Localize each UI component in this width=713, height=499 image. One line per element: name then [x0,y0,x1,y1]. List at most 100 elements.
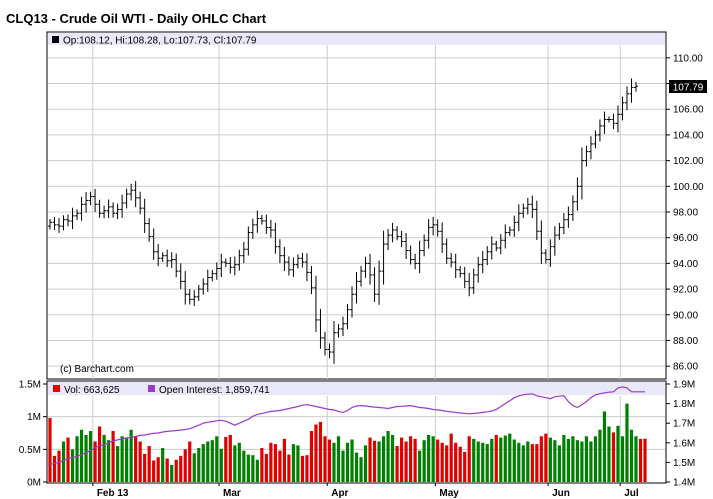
volume-bar [390,434,395,482]
ohlc-bar [507,226,512,237]
ohlc-bar [521,203,526,218]
volume-bar [409,436,413,482]
ohlc-bar [615,105,620,133]
ohlc-bar [300,252,305,268]
volume-bar [52,455,57,482]
ohlc-bar [570,195,575,221]
x-tick-label: Jul [624,488,639,499]
volume-bar [332,442,336,482]
volume-bar [562,434,566,482]
volume-bar [372,440,377,482]
ohlc-bar [431,216,436,236]
ohlc-bar [503,224,508,249]
volume-bar [88,431,93,482]
volume-bar [472,438,476,482]
ohlc-bar [530,195,535,219]
ohlc-bar [201,278,206,295]
volume-bar [458,446,462,482]
price-tick-label: 102.00 [673,156,704,167]
volume-bar [228,434,232,482]
price-tick-label: 104.00 [673,130,704,141]
volume-bar [476,441,480,482]
volume-bar [508,433,512,482]
volume-bar [192,453,196,482]
volume-bar [517,442,521,482]
volume-bar [359,457,363,482]
ohlc-bar [66,214,71,227]
volume-bar [318,421,323,482]
volume-bar [598,429,602,482]
ohlc-bar [228,257,233,274]
ohlc-bar [70,207,75,230]
ohlc-bar [485,246,490,266]
volume-bar [571,436,575,482]
ohlc-bar [458,265,463,278]
volume-legend-label: Vol: 663,625 [64,385,120,396]
ohlc-bar [602,111,607,134]
volume-bar [97,426,102,482]
ohlc-bar [390,222,395,243]
ohlc-bar [192,290,197,306]
volume-bar [305,455,309,482]
volume-bar [602,411,607,482]
volume-bar [179,455,183,482]
volume-bar [111,431,115,482]
price-tick-label: 98.00 [673,208,698,219]
volume-bar [616,425,620,482]
ohlc-bar [372,267,377,302]
open-interest-tick-label: 1.7M [673,419,695,430]
volume-bar [165,458,169,482]
volume-bar [125,437,129,482]
ohlc-bar [268,219,273,238]
ohlc-bar [102,205,107,219]
volume-bar [188,441,192,482]
ohlc-bar [322,331,327,356]
open-interest-line [49,386,645,465]
ohlc-bar [494,240,499,252]
ohlc-bar [156,243,161,267]
price-axis: 86.00 88.00 90.00 92.00 94.00 96.00 98.00 100.0… [666,53,704,373]
ohlc-bar [327,343,332,359]
volume-bar [70,449,75,482]
ohlc-bar [88,191,93,206]
ohlc-bar [363,256,368,278]
volume-bar [48,417,52,482]
price-tick-label: 90.00 [673,310,698,321]
ohlc-bar [219,253,224,277]
volume-bar [314,424,318,482]
volume-info-band [48,382,665,395]
ohlc-bar [286,256,291,276]
ohlc-bar [408,245,413,265]
ohlc-bar [124,188,129,209]
open-interest-legend-label: Open Interest: 1,859,741 [159,385,270,396]
volume-bar [102,434,106,482]
ohlc-bar [205,269,210,292]
open-interest-axis: 1.4M 1.5M 1.6M 1.7M 1.8M 1.9M [666,380,695,489]
price-tick-label: 100.00 [673,182,704,193]
ohlc-bar [453,253,458,279]
volume-bar [201,444,205,482]
ohlc-bar [345,304,350,330]
ohlc-bar [174,253,179,278]
ohlc-bar [223,258,228,268]
ohlc-bar [534,200,539,241]
volume-bar [345,442,350,482]
ohlc-bar [629,78,634,103]
ohlc-bar [115,203,120,220]
volume-bar [309,431,314,482]
volume-tick-label: 0.5M [19,445,41,456]
volume-bar [84,434,88,482]
ohlc-bar [210,269,215,282]
volume-bar [454,442,458,482]
ohlc-bar [93,188,98,212]
ohlc-info-marker-icon [52,36,59,43]
ohlc-bar [467,272,472,297]
volume-bar [282,438,286,482]
ohlc-bar [575,177,580,211]
volume-bar [499,437,503,482]
volume-bar [350,439,354,482]
volume-bar [143,453,147,482]
volume-bar [300,455,305,482]
volume-bar [580,441,584,482]
ohlc-bar [548,239,553,267]
